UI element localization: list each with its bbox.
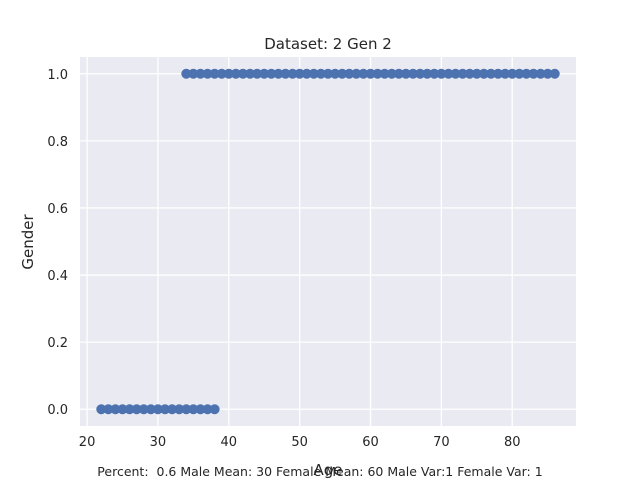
data-point xyxy=(422,68,433,79)
data-point xyxy=(216,68,227,79)
y-tick-label: 0.2 xyxy=(47,336,68,351)
data-point xyxy=(330,68,341,79)
data-point xyxy=(124,404,135,415)
data-point xyxy=(323,68,333,79)
data-point xyxy=(443,68,454,79)
data-point xyxy=(521,68,532,79)
y-tick-label: 1.0 xyxy=(47,68,68,83)
data-point xyxy=(478,68,489,79)
data-point xyxy=(245,68,256,79)
data-point xyxy=(415,68,426,79)
data-point xyxy=(237,68,248,79)
data-point xyxy=(500,68,511,79)
x-tick-label: 50 xyxy=(291,435,308,450)
data-point xyxy=(450,68,461,79)
data-point xyxy=(542,68,553,79)
data-point xyxy=(358,68,369,79)
data-point xyxy=(230,68,241,79)
data-point xyxy=(195,68,206,79)
data-points xyxy=(96,68,560,415)
data-point xyxy=(117,404,128,415)
data-point xyxy=(167,404,178,415)
data-point xyxy=(195,404,206,415)
data-point xyxy=(400,68,411,79)
data-point xyxy=(294,68,305,79)
data-point xyxy=(379,68,390,79)
data-point xyxy=(202,404,213,415)
x-tick-label: 40 xyxy=(221,435,238,450)
data-point xyxy=(351,68,362,79)
data-point xyxy=(372,68,383,79)
data-point xyxy=(273,68,284,79)
data-point xyxy=(436,68,447,79)
x-axis-label: Age xyxy=(313,461,342,479)
y-tick-label: 0.0 xyxy=(47,403,68,418)
data-point xyxy=(365,68,376,79)
data-point xyxy=(152,404,163,415)
data-point xyxy=(223,68,234,79)
data-point xyxy=(145,404,156,415)
data-point xyxy=(507,68,518,79)
y-tick-label: 0.4 xyxy=(47,269,68,284)
data-point xyxy=(408,68,419,79)
data-point xyxy=(308,68,319,79)
data-point xyxy=(464,68,475,79)
data-point xyxy=(96,404,107,415)
footnote-text: Percent: 0.6 Male Mean: 30 Female Mean: … xyxy=(97,464,542,479)
x-tick-label: 60 xyxy=(362,435,379,450)
data-point xyxy=(188,68,199,79)
data-point xyxy=(131,404,142,415)
data-point xyxy=(549,68,560,79)
data-point xyxy=(493,68,504,79)
data-point xyxy=(252,68,263,79)
data-point xyxy=(160,404,171,415)
y-axis-label: Gender xyxy=(19,214,37,270)
y-tick-label: 0.6 xyxy=(47,202,68,217)
data-point xyxy=(429,68,440,79)
data-point xyxy=(138,404,149,415)
data-point xyxy=(301,68,312,79)
data-point xyxy=(471,68,482,79)
data-point xyxy=(344,68,355,79)
data-point xyxy=(535,68,546,79)
data-point xyxy=(174,404,185,415)
data-point xyxy=(181,68,192,79)
x-tick-label: 70 xyxy=(433,435,450,450)
data-point xyxy=(209,404,220,415)
data-point xyxy=(287,68,298,79)
x-tick-label: 80 xyxy=(504,435,521,450)
data-point xyxy=(110,404,121,415)
y-tick-label: 0.8 xyxy=(47,135,68,150)
data-point xyxy=(386,68,397,79)
x-tick-label: 20 xyxy=(79,435,96,450)
plot-area xyxy=(80,57,576,426)
data-point xyxy=(209,68,220,79)
chart-title: Dataset: 2 Gen 2 xyxy=(264,35,392,53)
data-point xyxy=(266,68,277,79)
data-point xyxy=(393,68,404,79)
data-point xyxy=(280,68,291,79)
axis-ticks: 20 30 40 50 60 70 80 0.0 0.2 0.4 0.6 0.8 1.0 xyxy=(47,68,520,450)
data-point xyxy=(514,68,525,79)
data-point xyxy=(315,68,326,79)
x-tick-label: 30 xyxy=(150,435,167,450)
data-point xyxy=(485,68,496,79)
data-point xyxy=(188,404,199,415)
data-point xyxy=(103,404,114,415)
data-point xyxy=(181,404,192,415)
data-point xyxy=(528,68,539,79)
data-point xyxy=(337,68,348,79)
data-point xyxy=(202,68,213,79)
data-point xyxy=(457,68,468,79)
data-point xyxy=(259,68,270,79)
